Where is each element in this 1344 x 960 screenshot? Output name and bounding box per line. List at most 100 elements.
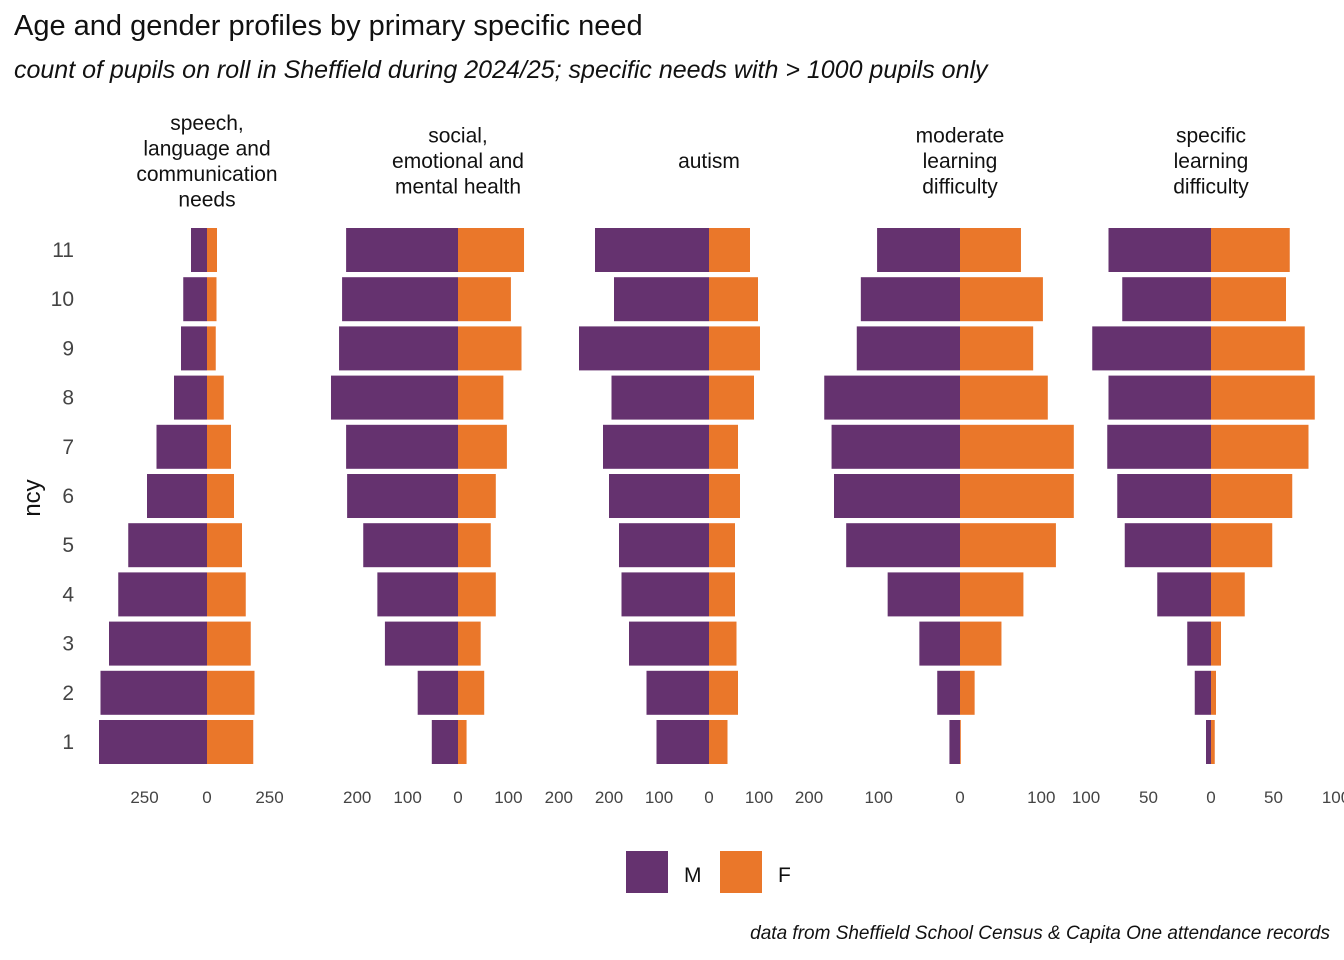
bar-M-ncy-8	[1108, 375, 1211, 420]
bar-F-ncy-4	[207, 572, 246, 617]
bar-M-ncy-1	[1206, 720, 1211, 764]
bar-M-ncy-8	[824, 375, 960, 420]
y-axis-label: ncy	[19, 479, 46, 516]
bar-F-ncy-10	[709, 277, 758, 322]
y-tick-label: 10	[51, 288, 74, 311]
bar-M-ncy-4	[377, 572, 458, 617]
bar-M-ncy-9	[856, 326, 960, 371]
bar-M-ncy-5	[363, 523, 458, 568]
bar-M-ncy-6	[834, 474, 960, 518]
bar-F-ncy-5	[709, 523, 735, 568]
panel-3: autism 200 100 0 100 200	[579, 150, 823, 807]
x-tick-label: 200	[545, 788, 573, 807]
x-tick-label: 0	[704, 788, 713, 807]
bar-M-ncy-4	[887, 572, 960, 617]
panel-label-line: learning	[923, 150, 998, 173]
x-tick-label: 100	[393, 788, 421, 807]
panel-4: moderate learning difficulty 100 0 100	[824, 125, 1074, 807]
bar-F-ncy-9	[458, 326, 522, 371]
bar-F-ncy-1	[1211, 720, 1215, 764]
y-tick-label: 8	[62, 387, 74, 410]
bar-M-ncy-8	[611, 375, 709, 420]
x-tick-label: 0	[202, 788, 211, 807]
bar-M-ncy-11	[346, 228, 458, 272]
bar-M-ncy-1	[431, 720, 458, 764]
bar-M-ncy-5	[1124, 523, 1211, 568]
bar-F-ncy-1	[458, 720, 467, 764]
panel-label-line: language and	[143, 137, 270, 160]
x-tick-label: 100	[1322, 788, 1344, 807]
bar-F-ncy-5	[960, 523, 1056, 568]
bar-F-ncy-9	[709, 326, 760, 371]
bar-F-ncy-7	[458, 424, 507, 469]
panel-label: speech, language and communication needs	[136, 112, 277, 212]
bar-M-ncy-6	[347, 474, 458, 518]
chart-panels: speech, language and communication needs 250…	[99, 112, 1344, 807]
bar-F-ncy-3	[1211, 621, 1221, 666]
x-tick-label: 100	[645, 788, 673, 807]
bar-M-ncy-7	[1107, 424, 1211, 469]
panel-label-line: autism	[678, 150, 740, 173]
y-tick-label: 4	[62, 583, 74, 606]
y-tick-label: 9	[62, 337, 74, 360]
bar-F-ncy-2	[960, 670, 975, 715]
panel-label: specific learning difficulty	[1173, 125, 1249, 199]
panel-label-line: emotional and	[392, 150, 524, 173]
bar-M-ncy-5	[128, 523, 207, 568]
y-tick-label: 11	[52, 239, 74, 262]
bar-M-ncy-7	[346, 424, 458, 469]
bar-F-ncy-3	[709, 621, 737, 666]
bar-M-ncy-1	[949, 720, 960, 764]
bar-M-ncy-10	[860, 277, 960, 322]
bar-M-ncy-3	[1187, 621, 1211, 666]
bar-F-ncy-6	[709, 474, 740, 518]
bar-M-ncy-1	[656, 720, 709, 764]
bar-F-ncy-10	[1211, 277, 1286, 322]
bar-M-ncy-3	[384, 621, 458, 666]
x-tick-label: 100	[494, 788, 522, 807]
bar-F-ncy-2	[709, 670, 738, 715]
bar-F-ncy-10	[458, 277, 511, 322]
y-tick-label: 5	[62, 534, 74, 557]
bar-M-ncy-8	[330, 375, 458, 420]
x-tick-label: 0	[955, 788, 964, 807]
bar-F-ncy-3	[207, 621, 251, 666]
legend-swatch-F	[720, 851, 762, 893]
panel-label: moderate learning difficulty	[916, 125, 1005, 199]
chart-subtitle: count of pupils on roll in Sheffield dur…	[14, 56, 988, 84]
bar-F-ncy-4	[709, 572, 735, 617]
x-tick-label: 0	[453, 788, 462, 807]
bar-F-ncy-9	[1211, 326, 1305, 371]
bar-F-ncy-5	[458, 523, 491, 568]
bar-M-ncy-7	[603, 424, 709, 469]
bar-F-ncy-4	[1211, 572, 1245, 617]
bar-M-ncy-4	[118, 572, 207, 617]
bar-F-ncy-7	[960, 424, 1074, 469]
bar-M-ncy-6	[609, 474, 709, 518]
y-tick-label: 6	[62, 485, 74, 508]
bar-F-ncy-2	[207, 670, 255, 715]
bar-F-ncy-8	[960, 375, 1048, 420]
bar-F-ncy-6	[458, 474, 496, 518]
y-tick-label: 1	[62, 731, 74, 754]
panel-label-line: learning	[1174, 150, 1249, 173]
x-tick-label: 200	[595, 788, 623, 807]
legend-label-M: M	[684, 864, 702, 887]
panel-2: social, emotional and mental health 200 100 0…	[330, 125, 573, 807]
bar-M-ncy-4	[1157, 572, 1211, 617]
x-tick-label: 100	[865, 788, 893, 807]
bar-F-ncy-1	[960, 720, 961, 764]
bar-M-ncy-1	[99, 720, 207, 764]
panel-label-line: difficulty	[1173, 176, 1249, 199]
bar-F-ncy-10	[960, 277, 1043, 322]
bar-F-ncy-5	[1211, 523, 1273, 568]
y-axis: 1 2 3 4 5 6 7 8 9 10 11	[51, 239, 75, 754]
bar-M-ncy-2	[417, 670, 458, 715]
bar-M-ncy-11	[877, 228, 960, 272]
bar-F-ncy-11	[1211, 228, 1290, 272]
bar-F-ncy-7	[1211, 424, 1309, 469]
bar-M-ncy-11	[595, 228, 709, 272]
bar-M-ncy-2	[1194, 670, 1211, 715]
